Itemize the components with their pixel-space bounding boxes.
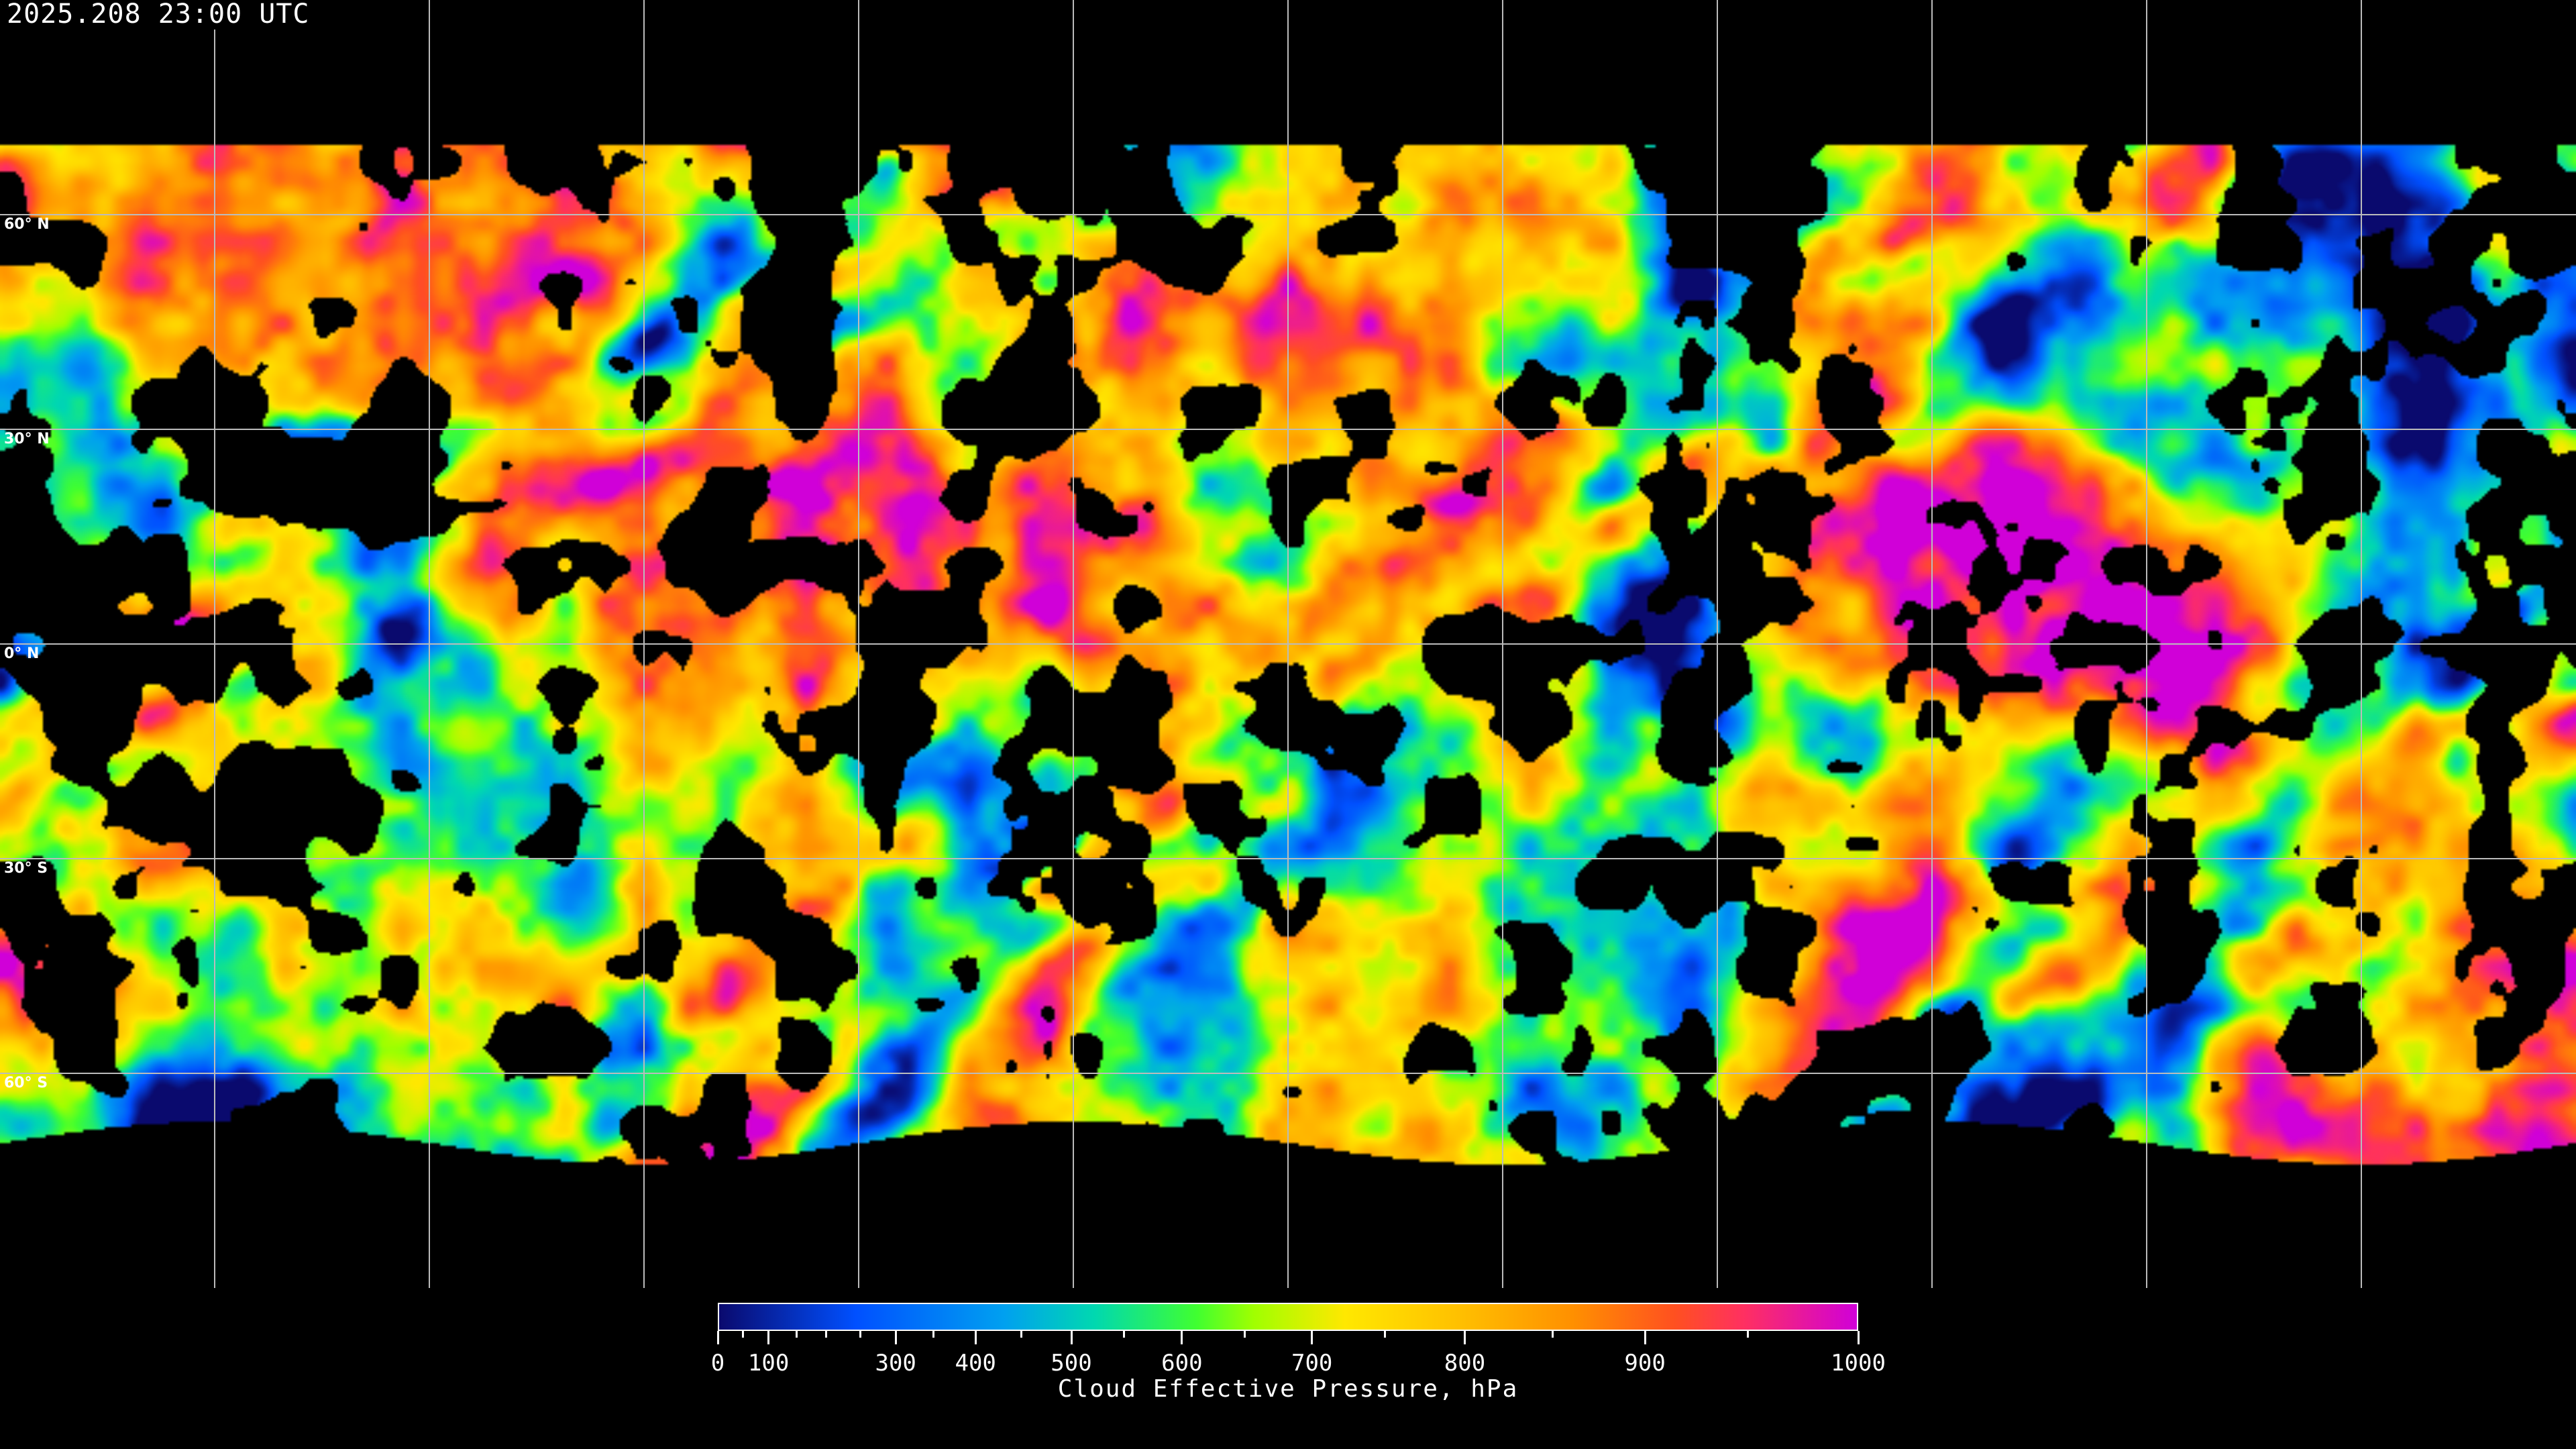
colorbar-major-tick <box>1311 1331 1313 1344</box>
lat-label-0n: 0° N <box>4 645 40 662</box>
lat-lon-grid <box>0 0 2576 1288</box>
colorbar-minor-tick <box>932 1331 934 1338</box>
colorbar-tick-label: 0 <box>710 1350 725 1377</box>
cloud-pressure-map: 60° N 30° N 0° N 30° S 60° S 2025.208 23… <box>0 0 2576 1288</box>
colorbar-label: Cloud Effective Pressure, hPa <box>1057 1375 1519 1403</box>
colorbar-tick-label: 400 <box>955 1350 996 1377</box>
colorbar-major-tick <box>894 1331 897 1344</box>
colorbar-major-tick <box>1857 1331 1860 1344</box>
colorbar-tick-label: 700 <box>1291 1350 1333 1377</box>
colorbar-minor-tick <box>1122 1331 1125 1338</box>
colorbar-minor-tick <box>825 1331 827 1338</box>
lat-label-60n: 60° N <box>4 216 50 233</box>
colorbar-major-tick <box>1181 1331 1183 1344</box>
colorbar-tick-label: 1000 <box>1831 1350 1886 1377</box>
lat-label-30s: 30° S <box>4 860 48 877</box>
colorbar-minor-tick <box>1746 1331 1749 1338</box>
colorbar-tick-label: 900 <box>1624 1350 1666 1377</box>
colorbar-major-tick <box>974 1331 977 1344</box>
colorbar-minor-tick <box>1020 1331 1022 1338</box>
colorbar-minor-tick <box>859 1331 861 1338</box>
colorbar-minor-tick <box>795 1331 798 1338</box>
lat-label-60s: 60° S <box>4 1075 48 1091</box>
colorbar-major-tick <box>1644 1331 1646 1344</box>
colorbar-major-tick <box>767 1331 770 1344</box>
colorbar-tick-label: 300 <box>875 1350 916 1377</box>
colorbar-ticks: 0 100 300 400 500 600 700 800 900 1000 <box>711 1331 1886 1398</box>
colorbar-minor-tick <box>1384 1331 1386 1338</box>
colorbar-tick-label: 500 <box>1051 1350 1092 1377</box>
colorbar-major-tick <box>1070 1331 1073 1344</box>
colorbar <box>718 1303 1858 1331</box>
colorbar-minor-tick <box>1243 1331 1246 1338</box>
colorbar-major-tick <box>1464 1331 1466 1344</box>
colorbar-tick-label: 100 <box>747 1350 790 1377</box>
colorbar-major-tick <box>716 1331 719 1344</box>
colorbar-minor-tick <box>741 1331 744 1338</box>
lat-label-30n: 30° N <box>4 431 50 447</box>
colorbar-minor-tick <box>1551 1331 1554 1338</box>
colorbar-tick-label: 600 <box>1161 1350 1203 1377</box>
colorbar-tick-label: 800 <box>1444 1350 1486 1377</box>
timestamp-title: 2025.208 23:00 UTC <box>3 0 314 30</box>
